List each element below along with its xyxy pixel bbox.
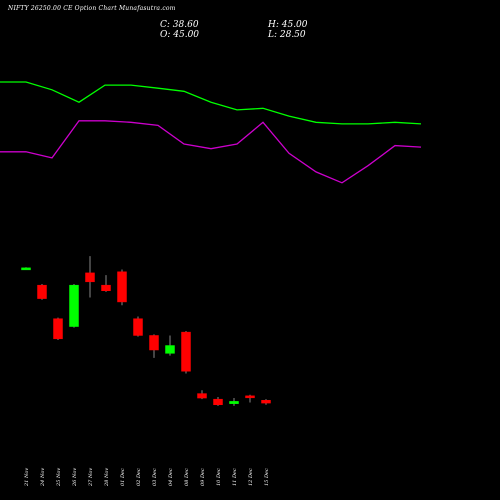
x-tick-label: 12 Dec [248, 468, 254, 486]
open-value: O: 45.00 [160, 30, 200, 40]
candle-body-up [69, 284, 79, 327]
x-tick-label: 10 Dec [216, 468, 222, 486]
candle-body-down [245, 395, 255, 399]
candle-body-down [53, 318, 63, 340]
close-value: C: 38.60 [160, 20, 199, 30]
x-tick-label: 09 Dec [200, 468, 206, 486]
candle [117, 269, 127, 306]
x-tick-label: 27 Nov [88, 468, 94, 487]
candle-body-up [165, 345, 175, 354]
candle-body-down [85, 272, 95, 283]
candle [53, 317, 63, 340]
candle [37, 284, 47, 300]
chart-title: NIFTY 26250.00 CE Option Chart Munafasut… [8, 5, 176, 12]
x-tick-label: 03 Dec [152, 468, 158, 486]
candle [133, 316, 143, 337]
low-value: L: 28.50 [268, 30, 306, 40]
x-tick-label: 25 Nov [56, 468, 62, 487]
candles [21, 256, 271, 406]
x-tick-label: 11 Dec [232, 468, 238, 486]
candle [181, 331, 191, 374]
lower-indicator-line [0, 120, 422, 184]
candle-body-down [117, 271, 127, 303]
candle [213, 396, 223, 406]
x-axis-ticks: 21 Nov 24 Nov 25 Nov 26 Nov 27 Nov 28 Nov 01 D… [24, 468, 270, 487]
candle-body-down [149, 335, 159, 351]
x-tick-label: 02 Dec [136, 468, 142, 486]
candle-body-down [133, 318, 143, 336]
candle-body-down [213, 398, 223, 406]
candle [165, 335, 175, 356]
high-value: H: 45.00 [268, 20, 308, 30]
candle-body-up [229, 401, 239, 404]
x-tick-label: 15 Dec [264, 468, 270, 486]
candle [101, 275, 111, 292]
candle [261, 399, 271, 405]
candle [245, 394, 255, 403]
candle [149, 334, 159, 358]
candle-body-down [261, 400, 271, 404]
candle [21, 267, 31, 271]
x-tick-label: 08 Dec [184, 468, 190, 486]
candle-body-down [181, 331, 191, 372]
candle [69, 284, 79, 328]
candle [85, 256, 95, 298]
upper-indicator-line [0, 81, 422, 125]
x-tick-label: 26 Nov [72, 468, 78, 487]
x-tick-label: 01 Dec [120, 468, 126, 486]
candle-body-down [101, 284, 111, 292]
candle-body-up [21, 267, 31, 271]
x-tick-label: 28 Nov [104, 468, 110, 487]
candle [229, 398, 239, 406]
candle-body-down [197, 393, 207, 399]
indicator-lines [0, 81, 422, 184]
x-tick-label: 21 Nov [24, 468, 30, 487]
candle-body-down [37, 284, 47, 299]
x-tick-label: 24 Nov [40, 468, 46, 487]
x-tick-label: 04 Dec [168, 468, 174, 486]
candle [197, 390, 207, 400]
